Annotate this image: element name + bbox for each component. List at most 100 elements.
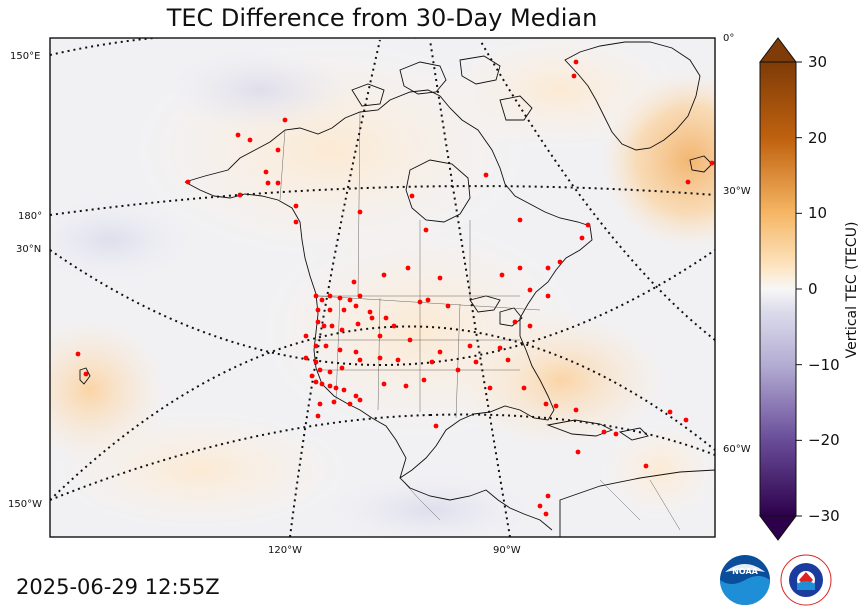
station-marker (571, 73, 577, 79)
station-marker (313, 343, 319, 349)
station-marker (317, 367, 323, 373)
station-marker (573, 59, 579, 65)
agency-logos: NOAA (720, 554, 832, 606)
station-marker (351, 279, 357, 285)
station-marker (395, 357, 401, 363)
cb-tick-label: −20 (808, 431, 840, 449)
station-marker (381, 272, 387, 278)
station-marker (327, 307, 333, 313)
station-marker (265, 180, 271, 186)
colorbar-tick-marks (796, 61, 802, 517)
station-marker (517, 217, 523, 223)
station-marker (467, 343, 473, 349)
station-marker (601, 429, 607, 435)
station-marker (331, 399, 337, 405)
station-marker (247, 137, 253, 143)
station-marker (437, 275, 443, 281)
station-marker (575, 449, 581, 455)
map-title: TEC Difference from 30-Day Median (166, 4, 598, 32)
label-150e: 150°E (10, 51, 41, 62)
station-marker (282, 117, 288, 123)
station-marker (521, 385, 527, 391)
station-marker (407, 337, 413, 343)
station-marker (685, 179, 691, 185)
station-marker (487, 385, 493, 391)
colorbar-scale (759, 61, 797, 517)
station-marker (313, 359, 319, 365)
station-marker (319, 297, 325, 303)
station-marker (377, 333, 383, 339)
station-marker (545, 265, 551, 271)
station-marker (185, 179, 191, 185)
station-marker (527, 287, 533, 293)
colorbar-label: Vertical TEC (TECU) (844, 221, 860, 359)
station-marker (579, 235, 585, 241)
label-60w: 60°W (723, 444, 751, 455)
station-marker (235, 132, 241, 138)
station-marker (421, 377, 427, 383)
label-0: 0° (723, 33, 735, 44)
political-borders (279, 111, 681, 531)
station-marker (355, 321, 361, 327)
station-marker (317, 401, 323, 407)
station-marker (327, 369, 333, 375)
station-marker (83, 371, 89, 377)
cb-tick-label: −30 (808, 507, 840, 525)
label-90w: 90°W (493, 545, 521, 556)
nws-logo (780, 554, 832, 606)
station-marker (369, 315, 375, 321)
label-30n: 30°N (16, 244, 42, 255)
station-marker (347, 297, 353, 303)
station-marker (327, 383, 333, 389)
station-marker (423, 227, 429, 233)
cb-tick-label: 0 (808, 280, 818, 298)
station-marker (409, 193, 415, 199)
gnss-stations (75, 59, 715, 517)
cb-tick-label: 10 (808, 204, 828, 222)
station-marker (543, 511, 549, 517)
station-marker (339, 327, 345, 333)
station-marker (275, 147, 281, 153)
station-marker (557, 259, 563, 265)
station-marker (391, 323, 397, 329)
station-marker (512, 319, 518, 325)
station-marker (321, 323, 327, 329)
cb-tick-label: −10 (808, 356, 840, 374)
station-marker (445, 303, 451, 309)
station-marker (309, 373, 315, 379)
noaa-logo-text: NOAA (732, 567, 758, 576)
station-marker (333, 385, 339, 391)
station-marker (319, 381, 325, 387)
station-marker (499, 272, 505, 278)
station-marker (341, 387, 347, 393)
station-marker (437, 349, 443, 355)
station-marker (75, 351, 81, 357)
station-marker (357, 397, 363, 403)
station-marker (329, 323, 335, 329)
station-marker (497, 345, 503, 351)
station-marker (327, 293, 333, 299)
station-marker (357, 293, 363, 299)
station-marker (709, 160, 715, 166)
graticule (50, 38, 715, 537)
noaa-logo: NOAA (720, 555, 770, 605)
station-marker (357, 357, 363, 363)
cb-tick-label: 30 (808, 53, 828, 71)
tec-field (50, 38, 715, 537)
label-150w: 150°W (8, 499, 42, 510)
station-marker (383, 315, 389, 321)
station-marker (545, 293, 551, 299)
label-120w: 120°W (268, 545, 302, 556)
station-marker (293, 203, 299, 209)
station-marker (315, 413, 321, 419)
station-marker (405, 265, 411, 271)
station-marker (433, 423, 439, 429)
station-marker (263, 169, 269, 175)
station-marker (341, 307, 347, 313)
station-marker (429, 359, 435, 365)
station-marker (473, 359, 479, 365)
station-marker (303, 355, 309, 361)
station-marker (545, 493, 551, 499)
station-marker (347, 401, 353, 407)
station-marker (417, 299, 423, 305)
